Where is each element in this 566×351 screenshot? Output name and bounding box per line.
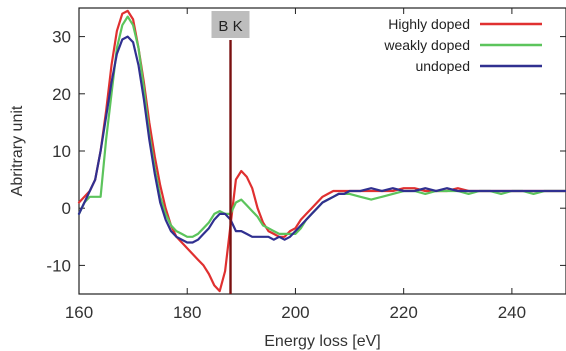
b-k-label-box	[211, 11, 250, 38]
b-k-label: B K	[218, 18, 242, 35]
x-tick-label: 240	[498, 303, 526, 322]
y-tick-label: -10	[46, 256, 71, 275]
x-tick-label: 180	[173, 303, 201, 322]
y-axis-label: Abritrary unit	[9, 105, 26, 196]
y-tick-label: 10	[52, 142, 71, 161]
x-tick-label: 160	[65, 303, 93, 322]
legend-label-1: Highly doped	[388, 16, 470, 32]
y-tick-label: 20	[52, 85, 71, 104]
y-tick-label: 30	[52, 28, 71, 47]
legend-label-3: undoped	[415, 58, 470, 74]
x-tick-label: 200	[281, 303, 309, 322]
x-axis-label: Energy loss [eV]	[264, 333, 381, 350]
series-line-3	[77, 35, 566, 244]
x-tick-label: 220	[389, 303, 417, 322]
y-tick-label: 0	[62, 199, 71, 218]
legend-label-2: weakly doped	[383, 37, 470, 53]
